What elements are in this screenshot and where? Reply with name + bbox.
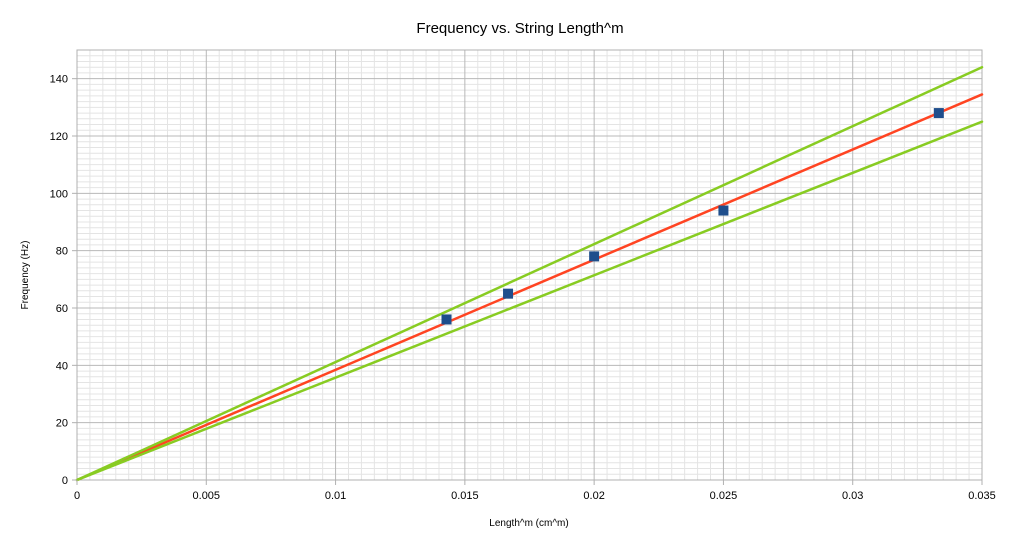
chart-title: Frequency vs. String Length^m — [416, 20, 623, 37]
y-tick-label: 0 — [62, 475, 68, 487]
y-tick-label: 120 — [50, 131, 68, 143]
data-point — [589, 251, 600, 262]
plot-frame — [76, 49, 983, 481]
grid — [76, 50, 983, 481]
x-tick-label: 0.005 — [193, 490, 221, 502]
y-axis-label: Frequency (Hz) — [20, 241, 31, 310]
y-axis-ticks: 0 20 40 60 80 100 120 140 — [50, 74, 77, 487]
data-point — [718, 205, 729, 216]
y-tick-label: 20 — [56, 418, 68, 430]
data-point — [441, 314, 452, 325]
y-tick-label: 40 — [56, 360, 68, 372]
y-tick-label: 60 — [56, 303, 68, 315]
fit-lines — [75, 65, 984, 482]
x-tick-label: 0 — [74, 490, 80, 502]
x-tick-label: 0.02 — [583, 490, 604, 502]
y-tick-label: 80 — [56, 246, 68, 258]
x-tick-label: 0.025 — [710, 490, 738, 502]
data-point — [933, 108, 944, 119]
x-tick-label: 0.015 — [451, 490, 479, 502]
x-tick-label: 0.03 — [842, 490, 863, 502]
fit-line-2 — [75, 120, 984, 482]
fit-line-0 — [75, 93, 984, 482]
y-tick-label: 140 — [50, 74, 68, 86]
x-axis-label: Length^m (cm^m) — [489, 518, 568, 529]
data-point — [503, 288, 514, 299]
data-points — [441, 108, 944, 325]
x-axis-ticks: 0 0.005 0.01 0.015 0.02 0.025 0.03 0.035 — [74, 480, 996, 502]
fit-line-1 — [75, 65, 984, 482]
x-tick-label: 0.01 — [325, 490, 346, 502]
x-tick-label: 0.035 — [968, 490, 996, 502]
y-tick-label: 100 — [50, 188, 68, 200]
